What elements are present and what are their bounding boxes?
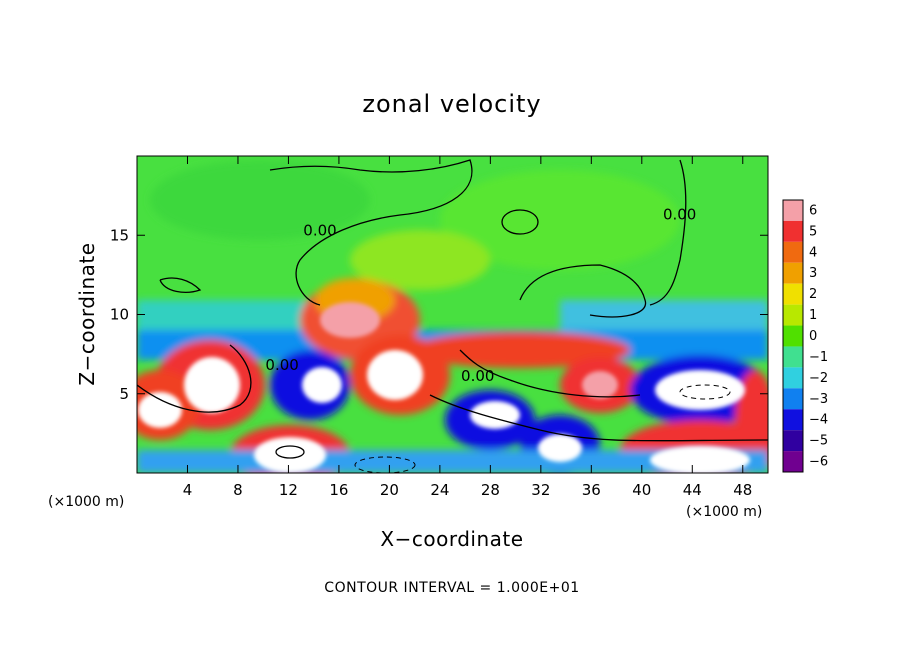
x-tick-label: 40 <box>632 481 651 499</box>
colorbar-swatch <box>783 262 803 284</box>
x-tick-label: 44 <box>683 481 702 499</box>
heatmap-field <box>137 156 768 473</box>
chart-title: zonal velocity <box>362 90 541 118</box>
colorbar-label: 1 <box>809 308 817 323</box>
colorbar-swatch <box>783 409 803 431</box>
colorbar-label: −4 <box>809 413 828 428</box>
contour-label: 0.00 <box>663 205 696 223</box>
x-tick-label: 32 <box>531 481 550 499</box>
colorbar-swatch <box>783 430 803 452</box>
colorbar-swatch <box>783 325 803 347</box>
x-tick-label: 20 <box>380 481 399 499</box>
x-tick-label: 4 <box>183 481 193 499</box>
colorbar: 6 5 4 3 2 1 0 −1 −2 −3 −4 −5 −6 <box>782 199 828 473</box>
colorbar-label: −5 <box>809 434 828 449</box>
x-tick-label: 24 <box>430 481 449 499</box>
colorbar-swatch <box>783 367 803 389</box>
x-tick-label: 28 <box>481 481 500 499</box>
y-tick-label: 10 <box>110 306 129 324</box>
x-tick-label: 36 <box>582 481 601 499</box>
colorbar-swatch <box>783 241 803 263</box>
colorbar-label: −6 <box>809 455 828 470</box>
colorbar-frame <box>782 199 804 473</box>
contour-label: 0.00 <box>265 356 298 374</box>
x-axis-ticks: 4 8 12 16 20 24 28 32 36 40 44 48 <box>183 156 752 499</box>
x-tick-label: 16 <box>329 481 348 499</box>
x-axis-units-right: (×1000 m) <box>686 504 762 520</box>
y-tick-label: 15 <box>110 226 129 244</box>
colorbar-label: 2 <box>809 287 817 302</box>
colorbar-label: 0 <box>809 329 817 344</box>
y-axis-label: Z−coordinate <box>75 242 99 385</box>
y-tick-label: 5 <box>119 385 129 403</box>
contour-labels: 0.00 0.00 0.00 0.00 <box>265 205 696 385</box>
colorbar-label: 5 <box>809 224 817 239</box>
contour-label: 0.00 <box>303 221 336 239</box>
y-axis-ticks: 5 10 15 <box>110 226 768 403</box>
x-axis-label: X−coordinate <box>380 527 523 551</box>
colorbar-swatch <box>783 388 803 410</box>
colorbar-swatch <box>783 200 803 221</box>
x-tick-label: 48 <box>733 481 752 499</box>
colorbar-label: 6 <box>809 203 817 218</box>
contour-label: 0.00 <box>461 367 494 385</box>
colorbar-label: −1 <box>809 350 828 365</box>
x-tick-label: 8 <box>233 481 243 499</box>
colorbar-label: 3 <box>809 266 817 281</box>
colorbar-swatch <box>783 283 803 305</box>
colorbar-swatch <box>783 220 803 242</box>
colorbar-label: −3 <box>809 392 828 407</box>
contour-interval-note: CONTOUR INTERVAL = 1.000E+01 <box>324 580 579 596</box>
colorbar-label: −2 <box>809 371 828 386</box>
colorbar-swatch <box>783 304 803 326</box>
colorbar-label: 4 <box>809 245 817 260</box>
x-tick-label: 12 <box>279 481 298 499</box>
x-axis-units-left: (×1000 m) <box>48 494 124 510</box>
colorbar-swatch <box>783 346 803 368</box>
colorbar-swatch <box>783 451 803 472</box>
